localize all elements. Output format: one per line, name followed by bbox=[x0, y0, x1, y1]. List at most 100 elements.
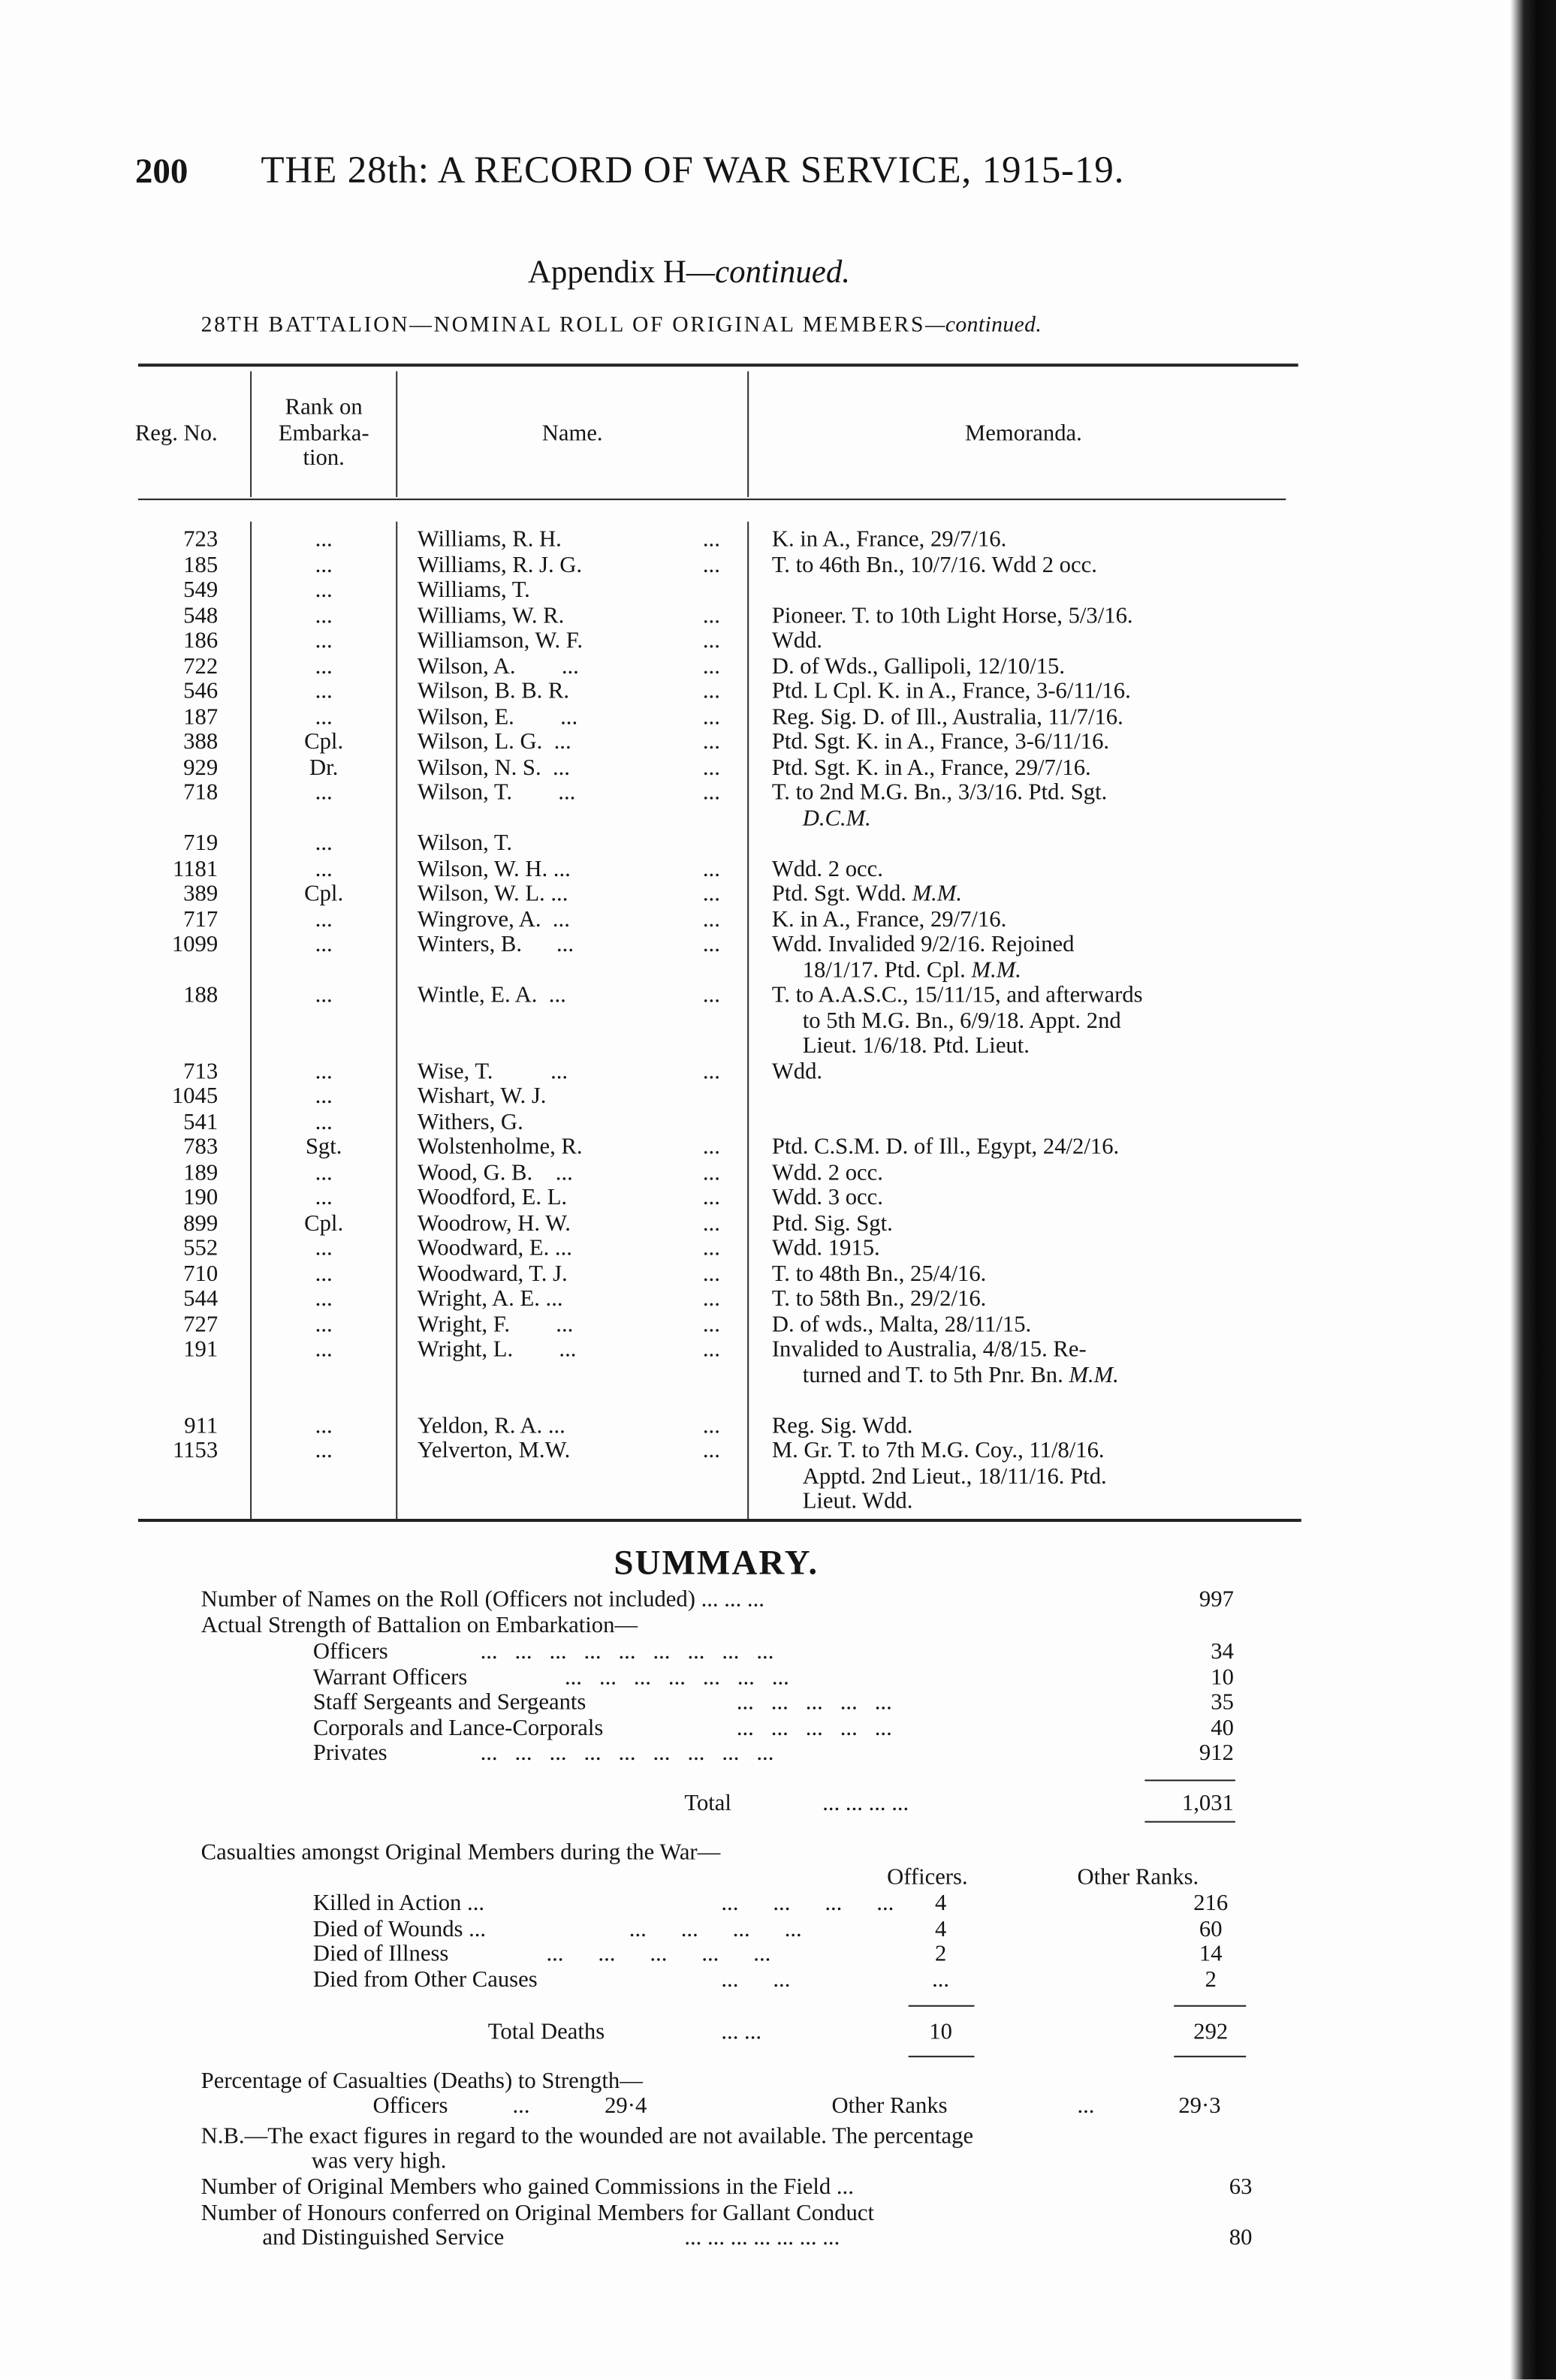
memo-line: Wdd. bbox=[772, 1059, 822, 1085]
table-subtitle: 28TH BATTALION—NOMINAL ROLL OF ORIGINAL … bbox=[201, 313, 1042, 339]
reg-no: 388 bbox=[183, 730, 219, 755]
memo-text: Wdd. 2 occ. bbox=[771, 857, 883, 881]
percentage-heading: Percentage of Casualties (Deaths) to Str… bbox=[201, 2069, 643, 2095]
name-dots: ... bbox=[702, 1337, 720, 1363]
name-dots: ... bbox=[702, 1261, 720, 1287]
total-deaths-other-ranks: 292 bbox=[1193, 2020, 1229, 2045]
name: Wilson, T. ... bbox=[417, 781, 576, 806]
reg-no: 710 bbox=[183, 1261, 219, 1287]
memo-text: Wdd. 1915. bbox=[771, 1236, 880, 1261]
name-dots: ... bbox=[702, 527, 720, 553]
rank: Cpl. bbox=[304, 881, 344, 907]
column-header-memoranda: Memoranda. bbox=[965, 421, 1082, 447]
rank: Cpl. bbox=[304, 1211, 344, 1236]
name-dots: ... bbox=[702, 1439, 720, 1464]
casualty-dots: ... ... ... ... bbox=[721, 1891, 894, 1917]
award-text: M.M. bbox=[912, 881, 963, 907]
name-dots: ... bbox=[702, 1413, 720, 1439]
casualty-label: Killed in Action ... bbox=[312, 1891, 485, 1917]
memo-text: T. to 2nd M.G. Bn., 3/3/16. Ptd. Sgt. bbox=[771, 781, 1108, 806]
memo-line: K. in A., France, 29/7/16. bbox=[772, 528, 1006, 553]
reg-no: 899 bbox=[183, 1211, 219, 1236]
casualty-label: Died of Wounds ... bbox=[312, 1917, 487, 1942]
memo-text: Wdd. 2 occ. bbox=[771, 1160, 883, 1185]
reg-no: 541 bbox=[183, 1110, 219, 1135]
rank: ... bbox=[315, 1084, 333, 1110]
memo-line: Invalided to Australia, 4/8/15. Re- bbox=[772, 1338, 1087, 1363]
memo-text: Reg. Sig. D. of Ill., Australia, 11/7/16… bbox=[771, 704, 1123, 730]
rank: ... bbox=[315, 983, 333, 1008]
rank: ... bbox=[315, 1287, 333, 1312]
name: Winters, B. ... bbox=[417, 932, 574, 958]
name: Wright, A. E. ... bbox=[417, 1287, 563, 1312]
appendix-title: Appendix H—continued. bbox=[528, 253, 850, 291]
rank: ... bbox=[315, 781, 333, 806]
memo-line: D. of wds., Malta, 28/11/15. bbox=[772, 1312, 1031, 1338]
memo-text: Ptd. Sgt. K. in A., France, 3-6/11/16. bbox=[771, 730, 1110, 755]
name: Woodward, E. ... bbox=[417, 1236, 572, 1261]
name: Woodrow, H. W. bbox=[417, 1211, 571, 1236]
rank: ... bbox=[315, 1312, 333, 1337]
award-text: M.M. bbox=[971, 958, 1021, 983]
rank: ... bbox=[315, 1160, 333, 1185]
reg-no: 186 bbox=[183, 628, 219, 654]
reg-no: 189 bbox=[183, 1160, 219, 1185]
memo-line: turned and T. to 5th Pnr. Bn. M.M. bbox=[803, 1363, 1119, 1389]
memo-line: Wdd. Invalided 9/2/16. Rejoined bbox=[772, 932, 1075, 958]
memo-line: Apptd. 2nd Lieut., 18/11/16. Ptd. bbox=[803, 1464, 1107, 1490]
memo-text: K. in A., France, 29/7/16. bbox=[771, 527, 1007, 553]
name-dots: ... bbox=[702, 881, 720, 907]
casualty-dots: ... ... bbox=[721, 1967, 791, 1993]
column-divider bbox=[250, 521, 252, 1519]
memo-text: T. to 46th Bn., 10/7/16. Wdd 2 occ. bbox=[771, 553, 1097, 578]
commissions-value: 63 bbox=[1229, 2175, 1253, 2201]
reg-no: 911 bbox=[184, 1413, 219, 1439]
memo-text: Ptd. C.S.M. D. of Ill., Egypt, 24/2/16. bbox=[771, 1135, 1120, 1160]
name-dots: ... bbox=[702, 1236, 720, 1261]
memo-text: Lieut. Wdd. bbox=[802, 1490, 913, 1514]
rank: Dr. bbox=[309, 755, 339, 781]
rank: ... bbox=[315, 1413, 333, 1439]
memo-line: Wdd. 1915. bbox=[772, 1237, 880, 1262]
memo-text: Ptd. Sgt. K. in A., France, 29/7/16. bbox=[771, 755, 1091, 781]
memo-line: Reg. Sig. Wdd. bbox=[772, 1414, 913, 1439]
memo-line: Ptd. Sgt. Wdd. M.M. bbox=[772, 882, 962, 908]
memo-text: turned and T. to 5th Pnr. Bn. bbox=[802, 1363, 1069, 1388]
rank: Cpl. bbox=[304, 730, 344, 755]
strength-dots: ... ... ... ... ... ... ... ... ... bbox=[480, 1741, 774, 1766]
casualty-officers: 4 bbox=[934, 1891, 947, 1917]
reg-no: 191 bbox=[183, 1337, 219, 1363]
percent-officers-dots: ... bbox=[512, 2094, 530, 2119]
column-header-name: Name. bbox=[541, 421, 603, 447]
summary-title: SUMMARY. bbox=[614, 1543, 819, 1582]
subtitle-suffix: —continued. bbox=[925, 312, 1042, 338]
memo-line: D.C.M. bbox=[803, 806, 871, 832]
percent-other-value: 29·3 bbox=[1178, 2094, 1221, 2119]
column-divider bbox=[250, 371, 252, 498]
reg-no: 1153 bbox=[172, 1439, 219, 1464]
casualty-officers: 4 bbox=[934, 1917, 947, 1942]
rank: ... bbox=[315, 1185, 333, 1211]
name-dots: ... bbox=[702, 907, 720, 932]
name-dots: ... bbox=[702, 755, 720, 781]
reg-no: 548 bbox=[183, 604, 219, 628]
memo-text: T. to A.A.S.C., 15/11/15, and afterwards bbox=[771, 983, 1143, 1008]
name: Yeldon, R. A. ... bbox=[417, 1413, 565, 1439]
total-deaths-officers: 10 bbox=[929, 2020, 952, 2045]
reg-no: 719 bbox=[183, 831, 219, 857]
name-dots: ... bbox=[702, 654, 720, 679]
total-dots: ... ... ... ... bbox=[822, 1791, 909, 1817]
memo-text: Ptd. L Cpl. K. in A., France, 3-6/11/16. bbox=[771, 679, 1131, 704]
name-dots: ... bbox=[702, 1312, 720, 1337]
name: Williams, R. H. bbox=[417, 527, 562, 553]
names-on-roll-value: 997 bbox=[1199, 1587, 1234, 1613]
rank: ... bbox=[315, 654, 333, 679]
subtitle-text: 28TH BATTALION—NOMINAL ROLL OF ORIGINAL … bbox=[201, 312, 926, 338]
rank: ... bbox=[315, 1337, 333, 1363]
name: Wood, G. B. ... bbox=[417, 1160, 573, 1185]
name: Williams, W. R. bbox=[417, 604, 565, 628]
strength-value: 35 bbox=[1211, 1690, 1234, 1716]
honours-label-line: Number of Honours conferred on Original … bbox=[201, 2201, 875, 2226]
award-text: M.M. bbox=[1069, 1363, 1119, 1388]
name: Wilson, L. G. ... bbox=[417, 730, 571, 755]
